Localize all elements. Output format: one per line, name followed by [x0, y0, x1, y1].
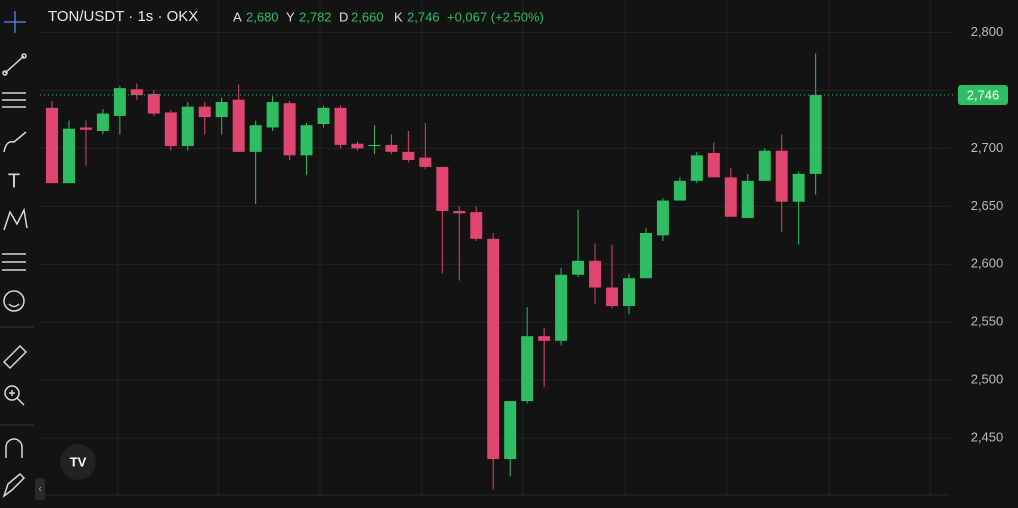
candle-body — [368, 144, 381, 147]
logo-text: TV — [70, 454, 87, 469]
emoji-tool[interactable] — [3, 290, 25, 312]
candle-body — [79, 127, 92, 130]
candle-body — [538, 336, 551, 341]
plot-area — [40, 31, 955, 490]
candle-body — [555, 274, 568, 341]
legend-key: Y — [286, 9, 295, 24]
candle-body — [690, 155, 703, 181]
candle-body — [656, 200, 669, 236]
ruler-tool[interactable] — [2, 344, 28, 370]
legend-key: D — [339, 9, 348, 24]
candle-body — [487, 238, 500, 460]
candle-body — [198, 106, 211, 118]
candle-body — [504, 401, 517, 460]
candle-body — [606, 287, 619, 307]
candle-body — [741, 180, 754, 218]
candle-body — [436, 166, 449, 211]
candle-body — [521, 336, 534, 402]
collapse-arrow[interactable]: ‹ — [38, 484, 41, 495]
candle-body — [113, 88, 126, 116]
legend-value: 2,782 — [299, 9, 332, 24]
candle-body — [351, 143, 364, 149]
candle-body — [300, 125, 313, 156]
candle-body — [283, 103, 296, 156]
fib-tool[interactable] — [2, 92, 26, 108]
candle-body — [62, 128, 75, 184]
logo-bg — [60, 444, 96, 480]
time-grid — [117, 0, 931, 495]
candle-body — [673, 180, 686, 201]
y-tick-label: 2,700 — [971, 140, 1004, 155]
candle-body — [130, 89, 143, 96]
candle-body — [758, 150, 771, 181]
candle-body — [96, 113, 109, 131]
legend-value: 2,746 — [407, 9, 440, 24]
candle-body — [572, 260, 585, 275]
candle-body — [46, 107, 58, 184]
candle-body — [792, 173, 805, 202]
trendline-tool[interactable] — [2, 53, 27, 76]
last-price-box — [958, 85, 1008, 106]
candle-body — [402, 151, 415, 160]
text-tool[interactable]: T — [8, 170, 20, 192]
candle-body — [334, 107, 347, 145]
candle-body — [639, 233, 652, 279]
brush-tool[interactable] — [3, 131, 27, 153]
candle-body — [164, 112, 177, 147]
toolbar: T ‹ — [0, 0, 45, 508]
drawing-mode-tool[interactable] — [2, 472, 26, 499]
candle-body — [266, 102, 279, 128]
candle-body — [317, 107, 330, 125]
y-tick-label: 2,800 — [971, 24, 1004, 39]
y-tick-label: 2,650 — [971, 198, 1004, 213]
y-tick-label: 2,500 — [971, 372, 1004, 387]
collapse-toolbar[interactable] — [35, 478, 45, 500]
candle-body — [453, 210, 466, 214]
tradingview-logo[interactable]: TV — [60, 444, 96, 480]
legend-value: 2,680 — [246, 9, 279, 24]
candle-body — [622, 278, 635, 307]
legend-key: A — [233, 9, 242, 24]
candle-body — [385, 144, 398, 152]
magnet-tool[interactable] — [5, 438, 23, 458]
candle-body — [470, 212, 483, 239]
candle-body — [775, 150, 788, 202]
candle-body — [589, 260, 602, 288]
y-tick-label: 2,600 — [971, 256, 1004, 271]
crosshair-tool[interactable] — [4, 11, 26, 33]
last-price-label: 2,746 — [967, 87, 1000, 102]
candle-body — [147, 93, 160, 114]
candle-body — [181, 106, 194, 147]
zoom-tool[interactable] — [4, 385, 25, 406]
prediction-tool[interactable] — [2, 253, 26, 271]
candle-body — [232, 99, 245, 152]
legend-value: 2,660 — [351, 9, 384, 24]
legend-key: K — [394, 9, 403, 24]
symbol-title: TON/USDT · 1s · OKX — [48, 8, 198, 25]
candle-body — [249, 125, 262, 152]
candle-body — [724, 177, 737, 217]
candle-body — [707, 153, 720, 178]
pattern-tool[interactable] — [3, 207, 28, 231]
candle-body — [215, 102, 228, 118]
candle-body — [809, 95, 822, 174]
y-tick-label: 2,450 — [971, 430, 1004, 445]
y-tick-label: 2,550 — [971, 314, 1004, 329]
legend-change: +0,067 (+2.50%) — [447, 9, 544, 24]
candle-body — [419, 157, 432, 167]
ohlc-legend: A 2,680 Y 2,782 D 2,660 K 2,746 +0,067 (+2.50%) — [233, 9, 544, 24]
